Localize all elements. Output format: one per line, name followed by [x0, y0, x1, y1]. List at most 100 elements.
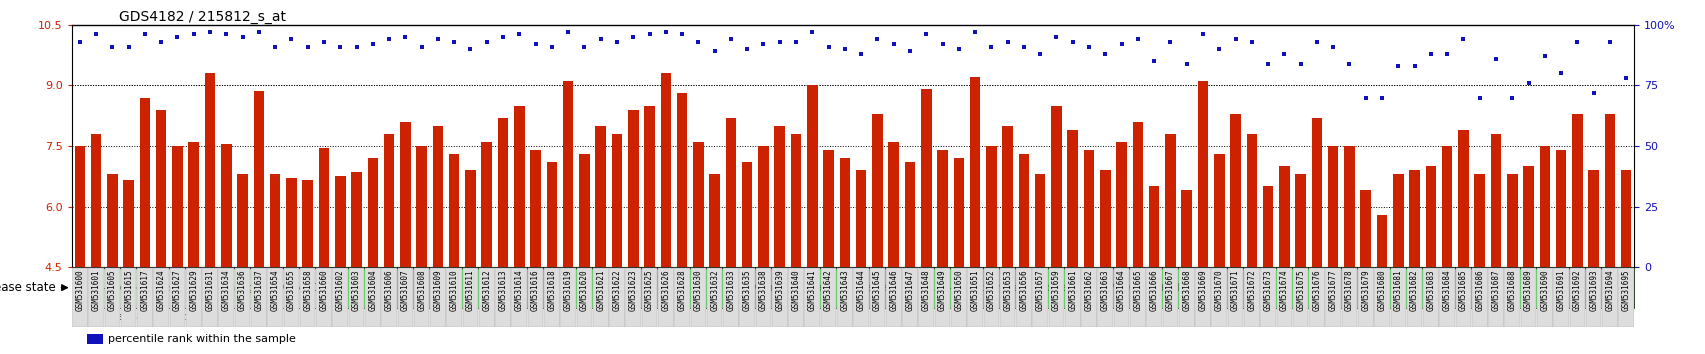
FancyBboxPatch shape [1569, 268, 1584, 327]
Bar [401, 122, 411, 267]
Text: GDS4182 / 215812_s_at: GDS4182 / 215812_s_at [118, 10, 285, 24]
Point [733, 46, 760, 52]
Text: GSM531609: GSM531609 [433, 269, 442, 311]
Point [326, 44, 353, 50]
Text: GSM531672: GSM531672 [1246, 269, 1255, 311]
Point [636, 32, 663, 37]
Point [261, 44, 288, 50]
FancyBboxPatch shape [1536, 268, 1552, 327]
Text: GSM531666: GSM531666 [1149, 269, 1158, 311]
Point [1563, 39, 1591, 45]
Bar [87, 334, 102, 344]
FancyBboxPatch shape [1471, 268, 1487, 327]
Bar [188, 142, 199, 267]
Text: GSM531648: GSM531648 [921, 269, 931, 311]
Bar [791, 134, 801, 267]
FancyBboxPatch shape [917, 268, 934, 327]
FancyBboxPatch shape [348, 268, 365, 327]
FancyBboxPatch shape [1064, 268, 1079, 327]
FancyBboxPatch shape [885, 268, 900, 327]
Text: GSM531685: GSM531685 [1458, 269, 1466, 311]
Point [489, 34, 517, 40]
Point [1286, 61, 1313, 67]
Bar [1246, 134, 1257, 267]
FancyBboxPatch shape [169, 268, 186, 327]
FancyBboxPatch shape [1228, 268, 1243, 327]
FancyBboxPatch shape [1601, 268, 1616, 327]
Point [164, 34, 191, 40]
FancyBboxPatch shape [153, 268, 169, 327]
Text: GSM531657: GSM531657 [1035, 269, 1043, 311]
Bar [1229, 114, 1240, 267]
Text: GSM531647: GSM531647 [905, 269, 914, 311]
Bar [1441, 146, 1451, 267]
Text: GSM531630: GSM531630 [694, 269, 702, 311]
Point [945, 46, 972, 52]
FancyBboxPatch shape [1178, 268, 1194, 327]
Bar [498, 118, 508, 267]
FancyBboxPatch shape [365, 268, 380, 327]
Bar [1147, 187, 1159, 267]
Text: GSM531623: GSM531623 [629, 269, 638, 311]
Bar [1326, 146, 1338, 267]
Point [1221, 36, 1248, 42]
Point [1400, 63, 1427, 69]
Text: GSM531618: GSM531618 [547, 269, 556, 311]
Point [716, 36, 743, 42]
Bar [985, 146, 996, 267]
Bar [237, 174, 247, 267]
Text: GSM531684: GSM531684 [1442, 269, 1451, 311]
Point [994, 39, 1021, 45]
FancyBboxPatch shape [1618, 268, 1633, 327]
Text: GSM531653: GSM531653 [1003, 269, 1011, 311]
Text: disease state: disease state [0, 281, 55, 294]
Bar [1587, 170, 1598, 267]
Point [537, 44, 564, 50]
FancyBboxPatch shape [1260, 268, 1275, 327]
Text: GSM531607: GSM531607 [401, 269, 409, 311]
Text: GSM531689: GSM531689 [1523, 269, 1533, 311]
Text: GSM531662: GSM531662 [1084, 269, 1093, 311]
Text: GSM531664: GSM531664 [1117, 269, 1125, 311]
FancyBboxPatch shape [1292, 268, 1308, 327]
Bar [839, 158, 849, 267]
FancyBboxPatch shape [999, 268, 1014, 327]
Bar [806, 85, 817, 267]
Point [82, 32, 109, 37]
Point [1270, 51, 1298, 57]
Text: GSM531673: GSM531673 [1263, 269, 1272, 311]
Point [701, 48, 728, 54]
Text: GSM531638: GSM531638 [759, 269, 767, 311]
Point [1026, 51, 1054, 57]
FancyBboxPatch shape [967, 268, 982, 327]
FancyBboxPatch shape [1422, 268, 1437, 327]
FancyBboxPatch shape [852, 268, 868, 327]
FancyBboxPatch shape [1504, 268, 1519, 327]
Text: GSM531695: GSM531695 [1621, 269, 1630, 311]
Bar [1035, 174, 1045, 267]
Bar [936, 150, 948, 267]
Point [1091, 51, 1118, 57]
FancyBboxPatch shape [300, 268, 315, 327]
FancyBboxPatch shape [430, 268, 445, 327]
Text: GSM531611: GSM531611 [465, 269, 474, 311]
Bar [595, 126, 605, 267]
Bar [1165, 134, 1175, 267]
Bar [757, 146, 769, 267]
Bar [692, 142, 702, 267]
Bar [433, 126, 443, 267]
Point [651, 29, 679, 35]
Point [1417, 51, 1444, 57]
Bar [87, 312, 102, 322]
Text: GSM531683: GSM531683 [1425, 269, 1434, 311]
Text: GSM531644: GSM531644 [856, 269, 864, 311]
Text: GSM531669: GSM531669 [1199, 269, 1207, 311]
Point [505, 32, 532, 37]
FancyBboxPatch shape [805, 268, 820, 327]
Bar [1490, 134, 1500, 267]
Bar [968, 77, 980, 267]
Point [604, 39, 631, 45]
Text: GSM531641: GSM531641 [808, 269, 817, 311]
FancyBboxPatch shape [1374, 268, 1390, 327]
Point [619, 34, 646, 40]
